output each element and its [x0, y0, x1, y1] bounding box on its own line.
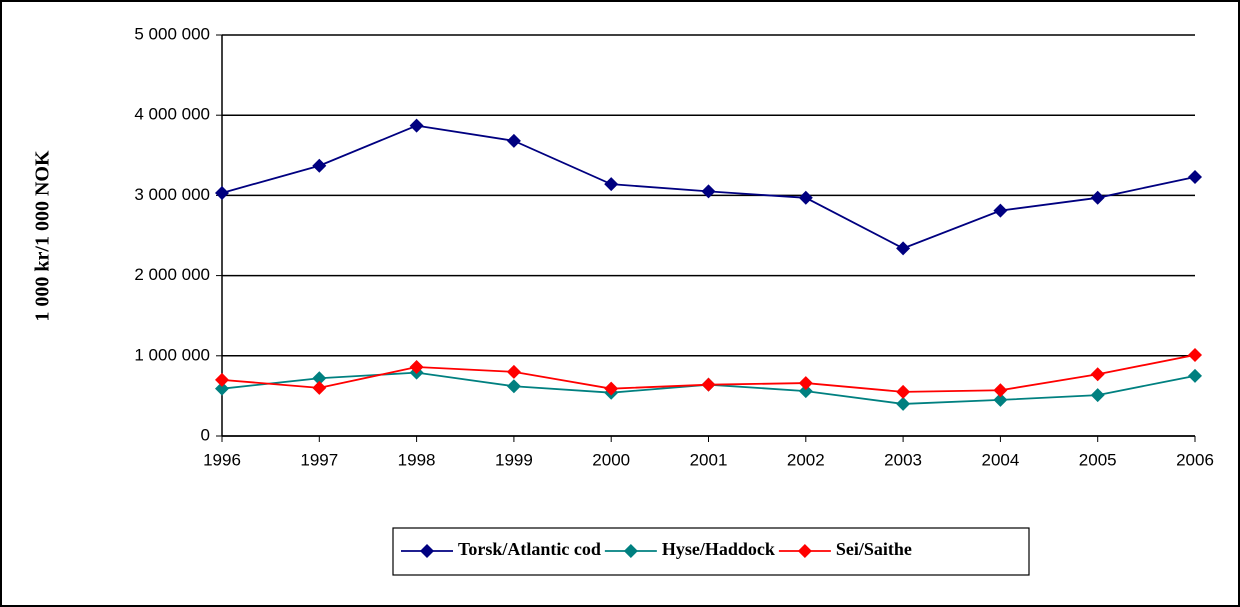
marker [798, 190, 813, 205]
legend-label: Torsk/Atlantic cod [458, 539, 601, 559]
marker [993, 392, 1008, 407]
y-tick-label: 3 000 000 [134, 185, 210, 204]
x-tick-label: 2004 [981, 450, 1019, 469]
marker [993, 383, 1008, 398]
marker [701, 377, 716, 392]
marker [1188, 368, 1202, 383]
y-tick-label: 5 000 000 [134, 24, 210, 43]
y-axis-label: 1 000 kr/1 000 NOK [32, 150, 54, 322]
legend-label: Sei/Saithe [836, 539, 912, 559]
marker [215, 185, 229, 200]
marker [1090, 367, 1105, 382]
legend-marker [420, 544, 434, 558]
marker [1090, 190, 1105, 205]
marker [506, 379, 521, 394]
marker [798, 384, 813, 399]
x-tick-label: 2001 [690, 450, 728, 469]
x-tick-label: 1996 [203, 450, 241, 469]
marker [798, 376, 813, 391]
legend-marker [623, 544, 638, 558]
marker [701, 184, 716, 199]
x-tick-label: 2000 [592, 450, 630, 469]
y-tick-label: 4 000 000 [134, 105, 210, 124]
x-tick-label: 1999 [495, 450, 533, 469]
marker [215, 372, 229, 387]
marker [1188, 169, 1202, 184]
marker [896, 396, 911, 411]
x-tick-label: 2003 [884, 450, 922, 469]
marker [312, 371, 327, 386]
marker [409, 118, 424, 133]
marker [604, 177, 619, 192]
marker [312, 158, 327, 173]
marker [993, 203, 1008, 218]
marker [1090, 388, 1105, 403]
marker [312, 380, 327, 395]
marker [215, 381, 229, 396]
marker [604, 381, 619, 396]
x-tick-label: 1998 [398, 450, 436, 469]
marker [506, 133, 521, 148]
x-tick-label: 1997 [300, 450, 338, 469]
x-tick-label: 2002 [787, 450, 825, 469]
marker [1188, 347, 1202, 362]
legend-box [392, 527, 1030, 576]
legend-label: Hyse/Haddock [662, 539, 775, 559]
y-tick-label: 2 000 000 [134, 265, 210, 284]
marker [896, 241, 911, 256]
y-tick-label: 1 000 000 [134, 345, 210, 364]
x-tick-label: 2006 [1176, 450, 1214, 469]
marker [409, 360, 424, 375]
y-tick-label: 0 [201, 425, 210, 444]
marker [506, 364, 521, 379]
x-tick-label: 2005 [1079, 450, 1117, 469]
marker [896, 384, 911, 399]
legend-marker [797, 544, 812, 558]
